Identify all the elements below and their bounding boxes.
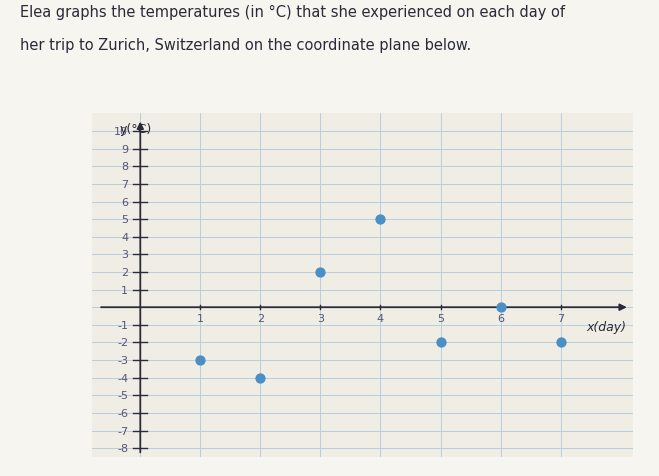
Text: 9: 9 <box>121 144 129 154</box>
Text: 7: 7 <box>121 179 129 189</box>
Text: 3: 3 <box>121 250 129 260</box>
Point <box>496 304 506 311</box>
Text: 6: 6 <box>497 314 504 324</box>
Text: Elea graphs the temperatures (in °C) that she experienced on each day of: Elea graphs the temperatures (in °C) tha… <box>20 5 565 20</box>
Text: 1: 1 <box>121 285 129 295</box>
Point <box>315 268 326 276</box>
Point <box>556 339 566 347</box>
Text: 5: 5 <box>121 215 129 225</box>
Text: x(day): x(day) <box>587 321 627 334</box>
Text: 3: 3 <box>317 314 324 324</box>
Point <box>195 357 206 364</box>
Text: 2: 2 <box>121 268 129 278</box>
Text: her trip to Zurich, Switzerland on the coordinate plane below.: her trip to Zurich, Switzerland on the c… <box>20 38 471 53</box>
Text: -6: -6 <box>117 408 129 418</box>
Text: y(°C): y(°C) <box>119 123 152 136</box>
Text: 5: 5 <box>437 314 444 324</box>
Text: 6: 6 <box>121 197 129 207</box>
Point <box>255 374 266 382</box>
Point <box>435 339 445 347</box>
Text: -1: -1 <box>117 320 129 330</box>
Text: -3: -3 <box>117 355 129 365</box>
Point <box>375 216 386 224</box>
Text: -7: -7 <box>117 426 129 436</box>
Text: 2: 2 <box>257 314 264 324</box>
Text: 7: 7 <box>557 314 564 324</box>
Text: -5: -5 <box>117 390 129 400</box>
Text: -8: -8 <box>117 443 129 453</box>
Text: 4: 4 <box>377 314 384 324</box>
Text: -4: -4 <box>117 373 129 383</box>
Text: 4: 4 <box>121 232 129 242</box>
Text: 8: 8 <box>121 162 129 172</box>
Text: 1: 1 <box>197 314 204 324</box>
Text: -2: -2 <box>117 338 129 347</box>
Text: 10: 10 <box>114 127 129 137</box>
